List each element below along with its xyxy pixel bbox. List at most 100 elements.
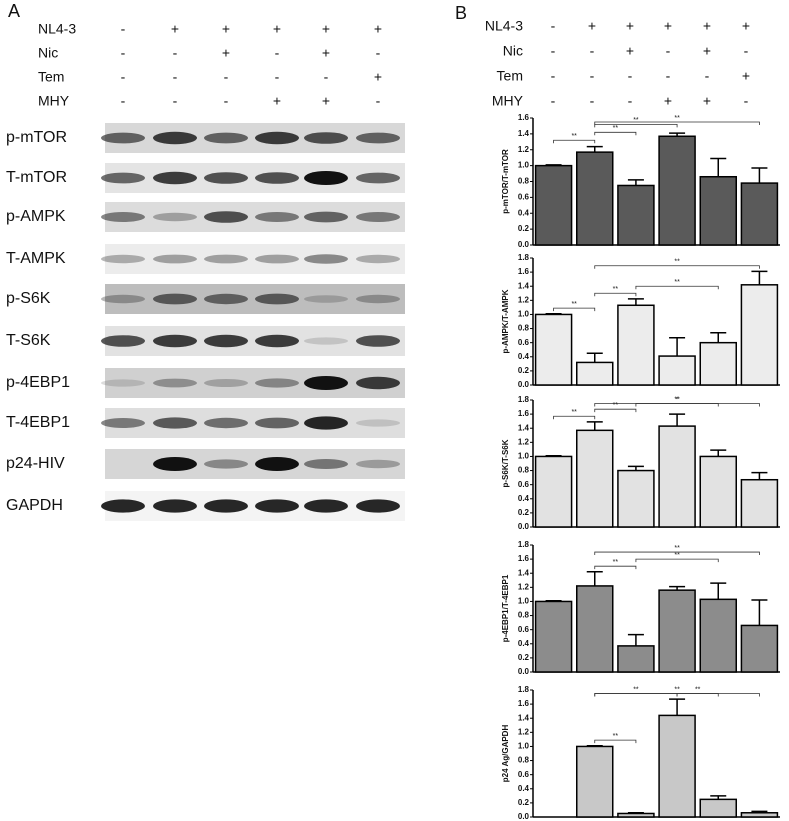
y-tick-label: 0.2: [518, 653, 530, 662]
y-tick-label: 0.0: [518, 240, 530, 249]
treatment-sign: -: [666, 43, 671, 59]
blot-band: [356, 172, 400, 184]
significance-label: **: [674, 115, 680, 122]
blot-label: p-S6K: [6, 290, 51, 307]
blot-band: [304, 211, 348, 223]
treatment-sign: -: [551, 93, 556, 109]
treatment-sign: -: [275, 69, 280, 85]
blot-band: [101, 172, 145, 184]
treatment-sign: -: [551, 68, 556, 84]
blot-band: [304, 499, 348, 513]
y-tick-label: 1.2: [518, 582, 530, 591]
error-bar: [710, 582, 727, 600]
blot-band: [101, 418, 145, 428]
blot-band: [153, 334, 197, 348]
treatment-sign: -: [590, 68, 595, 84]
treatment-sign: +: [322, 45, 330, 61]
significance-label: **: [613, 559, 619, 566]
significance-bracket: [594, 739, 637, 744]
y-tick-label: 1.6: [518, 409, 530, 418]
y-tick-label: 0.0: [518, 667, 530, 676]
y-tick-label: 0.2: [518, 798, 530, 807]
significance-bracket: [594, 551, 760, 556]
error-bar: [586, 744, 603, 747]
bar: [658, 714, 696, 818]
blot-band: [304, 254, 348, 264]
treatment-label: Tem: [38, 69, 64, 85]
panel-label: B: [455, 3, 467, 23]
blot-band: [304, 171, 348, 185]
blot-band: [204, 417, 248, 429]
treatment-sign: +: [322, 21, 330, 37]
bar: [576, 745, 614, 818]
blot-label: p24-HIV: [6, 455, 65, 472]
y-tick-label: 1.6: [518, 113, 530, 122]
bar: [576, 151, 614, 246]
y-axis-label: p-4EBP1/T-4EBP1: [501, 574, 510, 642]
panel-label: A: [8, 1, 20, 21]
blot-band: [304, 376, 348, 390]
significance-bracket: [594, 121, 760, 125]
significance-bracket: [635, 285, 719, 290]
y-tick-label: 1.8: [518, 540, 530, 549]
y-tick-label: 0.6: [518, 338, 530, 347]
y-tick-label: 0.6: [518, 480, 530, 489]
significance-bracket: [553, 415, 596, 420]
blot-band: [356, 294, 400, 304]
y-tick-label: 0.4: [518, 352, 530, 361]
y-tick-label: 0.2: [518, 224, 530, 233]
y-axis-label: p-AMPK/T-AMPK: [501, 289, 510, 353]
treatment-sign: +: [222, 21, 230, 37]
y-tick-label: 0.4: [518, 639, 530, 648]
blot-band: [255, 417, 299, 429]
error-bar: [545, 164, 562, 166]
blot-band: [356, 419, 400, 427]
y-tick-label: 1.4: [518, 568, 530, 577]
treatment-sign: -: [121, 69, 126, 85]
y-tick-label: 0.2: [518, 508, 530, 517]
error-bar: [627, 812, 644, 814]
significance-bracket: [594, 693, 678, 697]
y-tick-label: 0.2: [518, 366, 530, 375]
treatment-sign: +: [742, 18, 750, 34]
error-bar: [710, 332, 727, 343]
error-bar: [586, 571, 603, 586]
y-tick-label: 0.8: [518, 756, 530, 765]
y-axis-label: p-mTOR/T-mTOR: [501, 149, 510, 214]
y-tick-label: 1.2: [518, 145, 530, 154]
significance-label: **: [674, 552, 680, 559]
significance-bracket: [594, 693, 760, 697]
treatment-sign: -: [121, 21, 126, 37]
treatment-sign: -: [590, 43, 595, 59]
y-tick-label: 0.6: [518, 770, 530, 779]
blot-band: [153, 499, 197, 513]
treatment-sign: +: [222, 45, 230, 61]
treatment-sign: -: [705, 68, 710, 84]
error-bar: [669, 132, 686, 137]
blot-band: [255, 457, 299, 471]
blot-band: [101, 132, 145, 144]
significance-bracket: [635, 403, 719, 407]
blot-band: [204, 172, 248, 184]
bar: [740, 478, 779, 528]
y-tick-label: 1.0: [518, 161, 530, 170]
treatment-sign: -: [376, 45, 381, 61]
y-tick-label: 0.0: [518, 812, 530, 821]
y-axis-label: p24 Ag/GAPDH: [501, 725, 510, 783]
bar: [576, 361, 614, 386]
treatment-sign: -: [628, 68, 633, 84]
treatment-sign: +: [322, 93, 330, 109]
significance-label: *: [676, 396, 679, 403]
bar: [740, 624, 779, 673]
bar: [534, 600, 573, 673]
significance-label: **: [613, 733, 619, 740]
y-tick-label: 0.4: [518, 494, 530, 503]
bar: [699, 798, 737, 818]
treatment-sign: -: [744, 93, 749, 109]
y-tick-label: 1.8: [518, 395, 530, 404]
blot-band: [356, 376, 400, 390]
blot-band: [204, 254, 248, 264]
error-bar: [751, 270, 768, 285]
y-tick-label: 0.0: [518, 380, 530, 389]
